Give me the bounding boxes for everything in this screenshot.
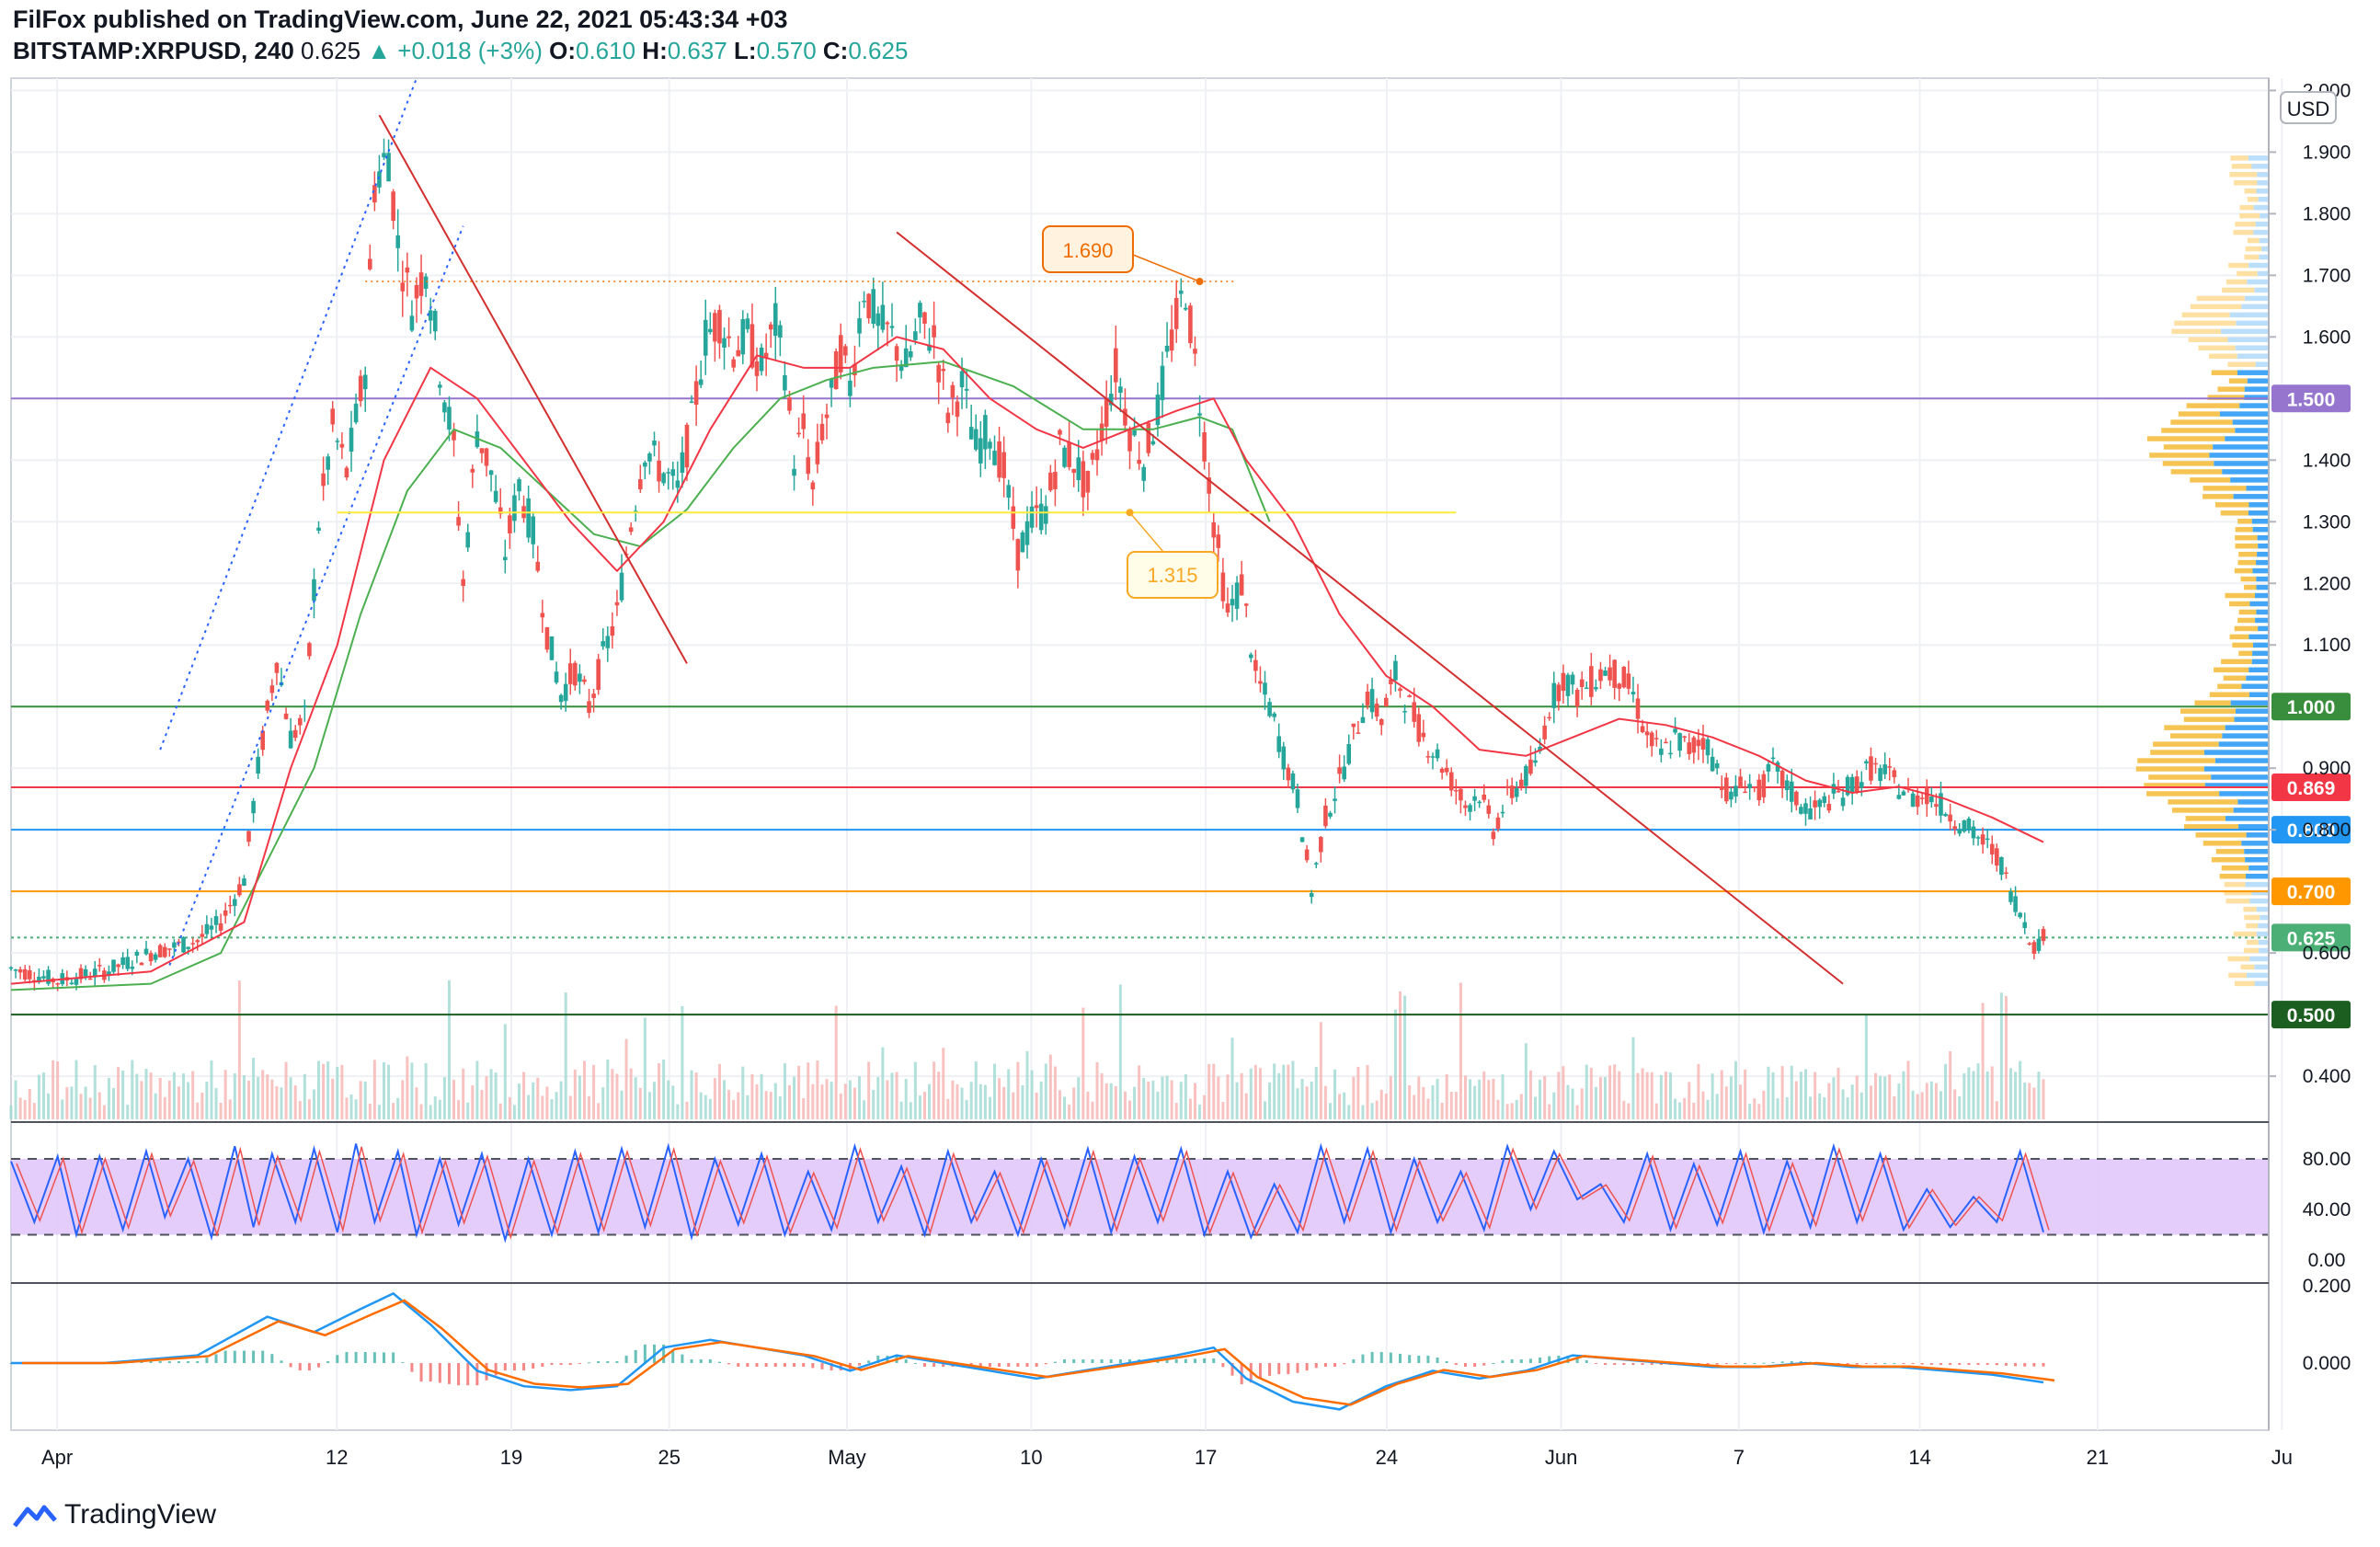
y-tick-label: 1.400 <box>2303 450 2351 471</box>
macd-tick-label: 0.200 <box>2303 1276 2351 1297</box>
x-tick-label: 10 <box>1020 1446 1042 1469</box>
author-name: FilFox published on TradingView.com, Jun… <box>13 6 788 33</box>
currency-box[interactable]: USD <box>2280 91 2337 124</box>
level-tag <box>2271 923 2351 952</box>
callout-label: 1.690 <box>1062 239 1113 262</box>
symbol-label[interactable]: BITSTAMP:XRPUSD, 240 <box>13 37 294 64</box>
y-tick-label: 0.800 <box>2303 819 2351 841</box>
x-tick-label: 21 <box>2087 1446 2109 1469</box>
y-tick-label: 1.800 <box>2303 203 2351 224</box>
level-label: 0.700 <box>2287 882 2336 903</box>
macd-pane: 0.200 0.000 <box>9 1276 2351 1411</box>
low-value: 0.570 <box>756 37 817 64</box>
y-tick-label: 1.100 <box>2303 635 2351 656</box>
level-label: 1.000 <box>2287 697 2336 718</box>
volume-profile <box>2135 155 2269 987</box>
x-tick-label: Jun <box>1545 1446 1577 1469</box>
level-tag <box>2271 773 2351 801</box>
level-label: 0.625 <box>2287 928 2336 949</box>
y-tick-label: 1.600 <box>2303 327 2351 348</box>
tradingview-footer[interactable]: TradingView <box>13 1499 216 1530</box>
macd-tick-label: 0.000 <box>2303 1353 2351 1374</box>
x-tick-label: 12 <box>326 1446 348 1469</box>
low-label: L: <box>734 37 757 64</box>
price-change: ▲ +0.018 (+3%) <box>367 37 543 64</box>
open-value: 0.610 <box>575 37 636 64</box>
last-price: 0.625 <box>301 37 361 64</box>
currency-label: USD <box>2287 97 2329 120</box>
x-tick-label: 25 <box>658 1446 681 1469</box>
y-tick-label: 0.900 <box>2303 758 2351 779</box>
level-tag <box>2271 877 2351 906</box>
y-tick-label: 0.400 <box>2303 1066 2351 1087</box>
x-tick-label: May <box>828 1446 866 1469</box>
rsi-tick-label: 40.00 <box>2303 1199 2351 1220</box>
x-tick-label: 14 <box>1908 1446 1930 1469</box>
symbol-header: BITSTAMP:XRPUSD, 240 0.625 ▲ +0.018 (+3%… <box>13 37 908 65</box>
level-tag <box>2271 384 2351 413</box>
y-tick-label: 1.300 <box>2303 511 2351 533</box>
x-tick-label: Apr <box>41 1446 73 1469</box>
y-tick-label: 1.900 <box>2303 142 2351 163</box>
volume-bars <box>9 980 2045 1119</box>
level-label: 0.800 <box>2287 820 2336 842</box>
x-tick-label: 7 <box>1734 1446 1745 1469</box>
rsi-tick-label: 0.00 <box>2308 1250 2346 1271</box>
x-tick-label: Ju <box>2271 1446 2293 1469</box>
close-value: 0.625 <box>848 37 909 64</box>
y-tick-label: 1.200 <box>2303 573 2351 594</box>
level-label: 0.869 <box>2287 778 2336 799</box>
candles <box>8 138 2046 991</box>
rsi-tick-label: 80.00 <box>2303 1149 2351 1170</box>
price-levels: 1.500 1.000 0.869 0.800 0.700 0.625 0.500 <box>11 384 2351 1029</box>
tradingview-brand: TradingView <box>64 1499 217 1530</box>
x-tick-label: 17 <box>1195 1446 1217 1469</box>
close-label: C: <box>822 37 849 64</box>
level-label: 0.500 <box>2287 1005 2336 1026</box>
axes: Apr 12 19 25 May 10 17 24 Jun 7 14 21 Ju0.4000.6000.… <box>11 78 2351 1469</box>
open-label: O: <box>549 37 576 64</box>
high-label: H: <box>642 37 668 64</box>
callout-label: 1.315 <box>1147 564 1197 587</box>
level-tag <box>2271 1001 2351 1029</box>
publish-info: FilFox published on TradingView.com, Jun… <box>13 6 788 34</box>
level-tag <box>2271 816 2351 844</box>
y-tick-label: 1.700 <box>2303 265 2351 286</box>
high-value: 0.637 <box>667 37 727 64</box>
level-label: 1.500 <box>2287 389 2336 410</box>
rsi-pane: 80.00 40.00 0.00 <box>10 1142 2351 1271</box>
tradingview-logo-icon <box>13 1505 57 1528</box>
y-tick-label: 0.600 <box>2303 943 2351 964</box>
overlays: 1.690 1.315 <box>10 77 2044 991</box>
level-tag <box>2271 693 2351 721</box>
x-tick-label: 24 <box>1376 1446 1398 1469</box>
x-tick-label: 19 <box>500 1446 522 1469</box>
